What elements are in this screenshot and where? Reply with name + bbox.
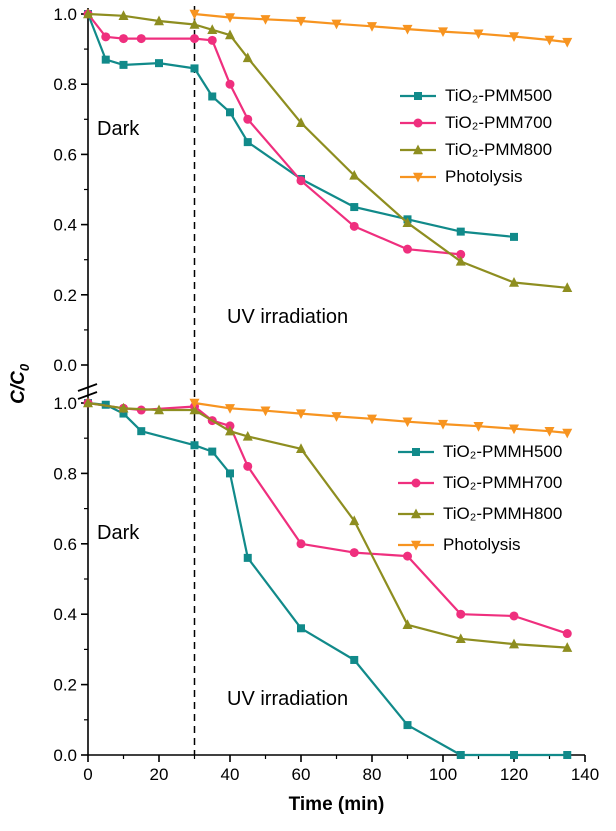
- legend-item: TiO₂-PMM800: [398, 136, 552, 163]
- legend-item: Photolysis: [398, 163, 552, 190]
- legend-label: TiO₂-PMM800: [445, 139, 553, 159]
- series-photolysis: [189, 398, 573, 439]
- y-axis-label-main: C/C: [8, 371, 30, 404]
- axis-break-icon: [77, 383, 98, 400]
- annotation-dark-top: Dark: [97, 118, 140, 140]
- svg-text:0.0: 0.0: [53, 746, 77, 765]
- legend-marker-triangle-down-icon: [398, 540, 434, 550]
- legend-label: TiO₂-PMMH800: [443, 503, 563, 523]
- svg-text:20: 20: [150, 765, 169, 784]
- series-tio-pmm800: [83, 8, 573, 292]
- legend-marker-circle-icon: [400, 118, 436, 127]
- legend-marker-triangle-up-icon: [400, 144, 436, 154]
- legend-marker-square-icon: [398, 447, 434, 456]
- legend-label: TiO₂-PMM500: [445, 85, 553, 105]
- series-tio-pmm700: [83, 9, 466, 259]
- legend-item: TiO₂-PMMH700: [396, 467, 562, 498]
- annotation-uv-irradiation-bottom: UV irradiation: [227, 688, 349, 710]
- legend-item: TiO₂-PMMH500: [396, 436, 562, 467]
- svg-text:80: 80: [363, 765, 382, 784]
- legend-item: TiO₂-PMMH800: [396, 498, 562, 529]
- legend-top-panel: TiO₂-PMM500 TiO₂-PMM700 TiO₂-PMM800 Photoly…: [398, 82, 552, 190]
- y-axis-label-sub: 0: [16, 363, 32, 372]
- annotation-dark-bottom: Dark: [97, 522, 140, 544]
- svg-text:0.2: 0.2: [53, 676, 77, 695]
- svg-text:40: 40: [221, 765, 240, 784]
- annotation-uv-irradiation-top: UV irradiation: [227, 306, 349, 328]
- legend-label: TiO₂-PMM700: [445, 112, 553, 132]
- svg-text:0.4: 0.4: [53, 216, 77, 235]
- legend-item: Photolysis: [396, 529, 562, 560]
- legend-bottom-panel: TiO₂-PMMH500 TiO₂-PMMH700 TiO₂-PMMH800 Phot…: [396, 436, 562, 560]
- svg-text:0.6: 0.6: [53, 145, 77, 164]
- legend-item: TiO₂-PMM500: [398, 82, 552, 109]
- y-axis-label: C/C0: [8, 348, 32, 420]
- svg-text:140: 140: [571, 765, 599, 784]
- svg-text:0.0: 0.0: [53, 356, 77, 375]
- svg-text:100: 100: [429, 765, 457, 784]
- svg-text:0.8: 0.8: [53, 75, 77, 94]
- series-tio-pmmh500: [84, 399, 572, 759]
- tick-labels: 0 20 40 60 80 100 120 140 0.0 0.2 0.4 0.6 0.8 1.0 0.0 0…: [53, 5, 599, 784]
- legend-label: TiO₂-PMMH500: [443, 441, 563, 461]
- legend-marker-circle-icon: [398, 478, 434, 487]
- svg-text:1.0: 1.0: [53, 5, 77, 24]
- legend-label: TiO₂-PMMH700: [443, 472, 563, 492]
- svg-text:0.2: 0.2: [53, 286, 77, 305]
- svg-text:0.4: 0.4: [53, 605, 77, 624]
- legend-item: TiO₂-PMM700: [398, 109, 552, 136]
- x-axis-label: Time (min): [288, 794, 385, 815]
- svg-text:120: 120: [500, 765, 528, 784]
- legend-marker-triangle-up-icon: [398, 508, 434, 518]
- svg-text:0.8: 0.8: [53, 464, 77, 483]
- series-photolysis: [189, 9, 573, 48]
- svg-text:1.0: 1.0: [53, 394, 77, 413]
- legend-label: Photolysis: [445, 166, 523, 186]
- svg-text:0: 0: [83, 765, 92, 784]
- legend-label: Photolysis: [443, 534, 521, 554]
- svg-text:0.6: 0.6: [53, 535, 77, 554]
- legend-marker-triangle-down-icon: [400, 172, 436, 182]
- legend-marker-square-icon: [400, 91, 436, 100]
- series-tio-pmmh800: [83, 397, 573, 652]
- svg-text:60: 60: [292, 765, 311, 784]
